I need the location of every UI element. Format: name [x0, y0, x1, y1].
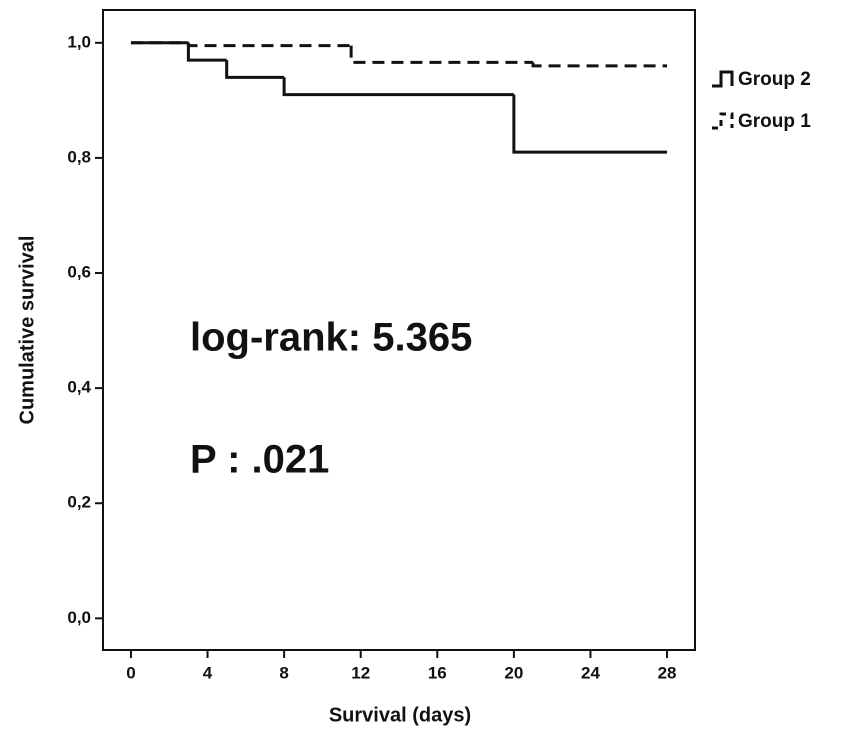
survival-step [186, 42, 352, 48]
y-tick-label: 0,4 [67, 378, 91, 397]
x-axis-title: Survival (days) [329, 704, 471, 726]
survival-step [512, 94, 668, 154]
legend-symbol [712, 70, 734, 88]
y-tick-label: 0,0 [67, 608, 91, 627]
x-tick-label: 4 [203, 663, 213, 682]
y-tick-label: 0,2 [67, 493, 91, 512]
x-tick-label: 8 [279, 663, 288, 682]
x-tick-label: 20 [504, 663, 523, 682]
survival-step [531, 62, 668, 68]
survival-step [225, 60, 285, 79]
plot-frame [102, 9, 696, 651]
x-tick-label: 28 [658, 663, 677, 682]
legend-symbol [712, 112, 734, 130]
annotation: log-rank: 5.365 [190, 316, 472, 360]
survival-step [186, 42, 227, 62]
y-tick-label: 1,0 [67, 32, 91, 51]
y-tick-label: 0,8 [67, 147, 91, 166]
legend-label: Group 1 [738, 111, 811, 132]
y-tick-label: 0,6 [67, 263, 91, 282]
x-tick-label: 12 [351, 663, 370, 682]
y-axis-title: Cumulative survival [16, 236, 38, 425]
survival-step [349, 45, 534, 64]
x-tick-label: 24 [581, 663, 600, 682]
survival-step [282, 77, 514, 97]
x-tick-label: 16 [428, 663, 447, 682]
legend-label: Group 2 [738, 69, 811, 90]
annotation: P : .021 [190, 438, 329, 482]
x-tick-label: 0 [126, 663, 135, 682]
